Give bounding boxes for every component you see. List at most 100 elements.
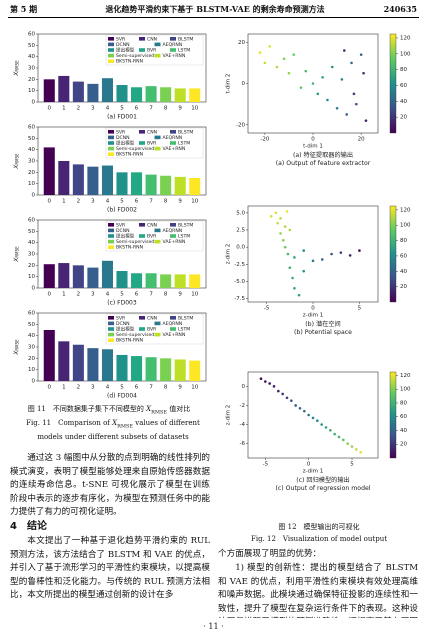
legend-label: 提出模型 [116, 233, 135, 240]
bar [72, 265, 84, 288]
colorbar-tick-label: 120 [400, 35, 411, 41]
point [333, 432, 336, 436]
legend-swatch [170, 223, 176, 227]
point [258, 51, 262, 54]
legend-swatch [170, 234, 176, 238]
x-tick-label: 4 [106, 292, 110, 298]
point [329, 428, 332, 432]
fig11-caption-cn: 图 11 不同数据集子集下不同模型的 XRMSE 值对比 [8, 404, 210, 418]
y-tick-label: 2.5 [236, 228, 245, 234]
colorbar-tick-label: 120 [400, 373, 411, 379]
legend-label: BKSTN-RNN [116, 152, 143, 158]
legend-label: BLSTM [178, 315, 193, 321]
x-tick-label: 9 [178, 106, 182, 112]
x-tick-label: 3 [91, 199, 95, 205]
legend-swatch [170, 48, 176, 52]
legend-label: AEQRNN [163, 42, 183, 48]
y-tick-label: 50 [28, 43, 35, 49]
legend-swatch [108, 141, 114, 145]
plot-frame [247, 371, 379, 459]
y-axis-label: XRMSE [13, 153, 20, 170]
y-tick-label: 60 [28, 32, 35, 38]
point [316, 419, 319, 423]
legend-swatch [154, 239, 161, 244]
bar [131, 356, 143, 381]
point [294, 404, 297, 407]
legend-swatch [108, 338, 114, 342]
point [282, 57, 286, 61]
colorbar-tick-label: 120 [400, 207, 411, 213]
point [279, 217, 282, 220]
x-tick-label: 5 [350, 462, 354, 468]
bar [145, 357, 157, 381]
y-tick-label: 30 [28, 252, 35, 258]
legend-label: BVR [147, 234, 157, 240]
x-tick-label: 7 [149, 106, 153, 112]
legend-swatch [170, 141, 176, 145]
point [350, 445, 354, 448]
x-tick-label: 4 [106, 385, 110, 391]
x-tick-label: 1 [62, 292, 66, 298]
x-tick-label: 1 [62, 199, 66, 205]
point [274, 211, 278, 215]
point [358, 249, 361, 252]
point [364, 119, 368, 122]
point [290, 399, 293, 402]
y-label-var: X [13, 350, 20, 356]
bar [131, 172, 143, 195]
legend-swatch [139, 130, 145, 134]
x-tick-label: 5 [120, 385, 124, 391]
legend-label: DCNN [116, 135, 130, 141]
colorbar-tick-label: 60 [400, 83, 407, 89]
fig11-caption-en: Fig. 11 Comparison of XRMSE values of di… [18, 418, 208, 443]
y-tick-label: 20 [28, 263, 35, 269]
y-tick-label: 0 [242, 384, 246, 390]
caption-var: X [112, 419, 118, 427]
y-tick-label: 60 [28, 125, 35, 131]
x-tick-label: 2 [77, 199, 81, 205]
legend-swatch [108, 152, 114, 156]
legend-swatch [154, 135, 161, 140]
bar [174, 88, 186, 102]
y-tick-label: -2 [240, 403, 245, 409]
point [298, 407, 302, 410]
legend-label: Semi-supervised [116, 53, 154, 59]
point [281, 238, 285, 242]
caption-en: (b) Potential space [294, 329, 352, 336]
bar [43, 147, 55, 195]
bar [145, 174, 157, 195]
x-axis-label: z-dim 1 [303, 469, 324, 475]
legend-label: DCNN [116, 228, 130, 234]
x-tick-label: 5 [120, 292, 124, 298]
x-tick-label: 4 [106, 199, 110, 205]
legend-label: CNN [147, 315, 157, 321]
legend-swatch [108, 327, 114, 331]
colorbar-tick-label: 20 [400, 284, 407, 290]
legend-swatch [139, 234, 145, 238]
point [288, 228, 292, 232]
legend-label: BVR [147, 327, 157, 333]
legend-label: BKSTN-RNN [116, 338, 143, 344]
point [320, 423, 323, 426]
legend-label: Semi-supervised [116, 332, 154, 338]
colorbar [389, 205, 397, 303]
x-tick-label: 9 [178, 292, 182, 298]
x-tick-label: 9 [178, 385, 182, 391]
y-label-sub: RMSE [15, 246, 20, 258]
legend-label: Semi-supervised [116, 239, 154, 245]
legend-swatch [154, 53, 161, 58]
legend-label: VAE+RNN [163, 332, 186, 338]
caption-cn: (a) 特征提取器的输出 [293, 151, 353, 159]
point [337, 435, 341, 439]
point [293, 256, 296, 259]
legend-label: BVR [147, 48, 157, 54]
y-tick-label: 60 [28, 218, 35, 224]
x-tick-label: 0 [48, 199, 52, 205]
y-tick-label: 0 [32, 286, 36, 292]
legend-swatch [108, 223, 114, 227]
x-tick-label: 7 [149, 292, 153, 298]
legend-label: SVR [116, 315, 126, 321]
legend-frame [105, 127, 204, 159]
legend-label: VAE+RNN [163, 53, 186, 59]
point [345, 113, 349, 116]
